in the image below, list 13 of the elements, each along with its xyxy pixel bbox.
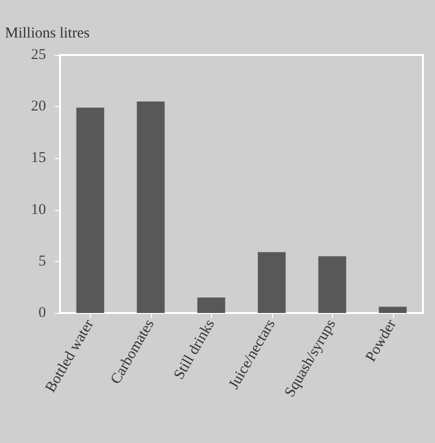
y-tick-label: 25 xyxy=(31,47,46,63)
y-tick-label: 0 xyxy=(38,305,46,321)
y-axis-title: Millions litres xyxy=(5,26,90,42)
bar xyxy=(76,108,104,313)
bar xyxy=(258,252,286,313)
bar xyxy=(136,101,165,313)
y-tick-label: 10 xyxy=(31,202,46,218)
bar xyxy=(378,306,407,313)
bar xyxy=(197,298,226,313)
bar xyxy=(318,256,346,313)
y-tick-label: 5 xyxy=(38,253,46,270)
y-tick-label: 15 xyxy=(31,150,46,166)
y-tick-label: 20 xyxy=(31,98,46,115)
